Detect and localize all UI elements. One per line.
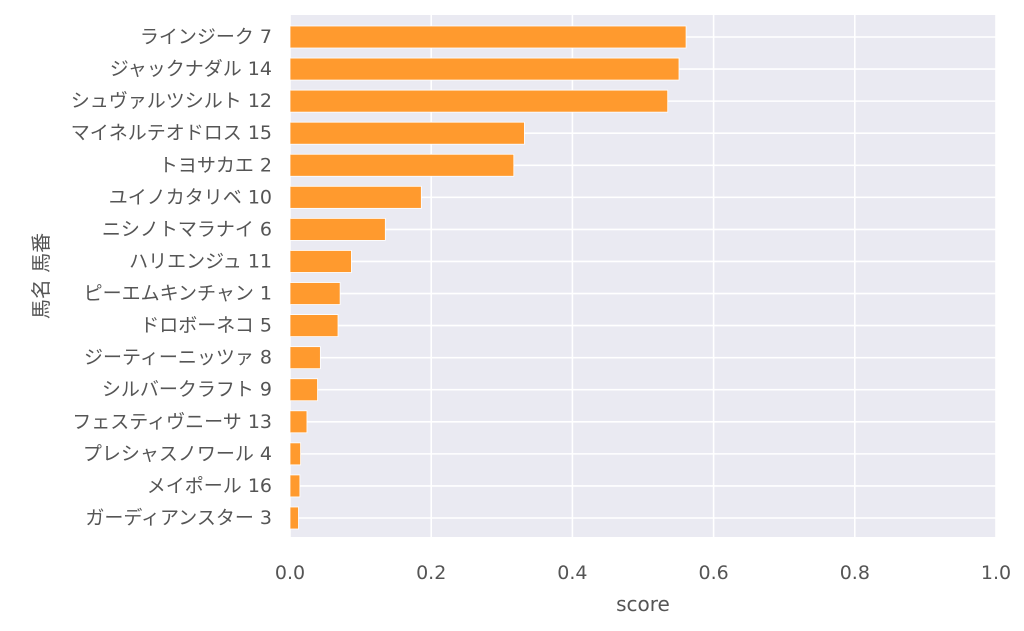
y-tick-label-5: ユイノカタリベ 10 xyxy=(109,186,272,208)
x-tick-label-4: 0.8 xyxy=(840,562,870,584)
y-tick-label-6: ニシノトマラナイ 6 xyxy=(102,218,272,240)
y-tick-label-11: シルバークラフト 9 xyxy=(102,379,272,401)
y-tick-label-2: シュヴァルツシルト 12 xyxy=(71,90,272,112)
bar-15 xyxy=(289,506,299,530)
bar-14 xyxy=(289,474,301,498)
bar-4 xyxy=(289,153,515,177)
y-tick-label-0: ラインジーク 7 xyxy=(140,26,272,48)
bar-13 xyxy=(289,442,301,466)
y-tick-label-1: ジャックナダル 14 xyxy=(110,58,272,80)
bars xyxy=(289,25,687,530)
y-tick-label-14: メイポール 16 xyxy=(147,475,272,497)
y-tick-labels: ラインジーク 7 ジャックナダル 14 シュヴァルツシルト 12 マイネルテオドロス … xyxy=(71,26,272,529)
y-tick-label-13: プレシャスノワール 4 xyxy=(83,443,272,465)
bar-9 xyxy=(289,314,339,338)
x-tick-label-3: 0.6 xyxy=(698,562,728,584)
x-tick-label-5: 1.0 xyxy=(981,562,1011,584)
bar-7 xyxy=(289,250,352,273)
y-tick-label-9: ドロボーネコ 5 xyxy=(140,315,272,337)
bar-10 xyxy=(289,346,321,370)
y-tick-label-7: ハリエンジュ 11 xyxy=(129,250,272,272)
y-tick-label-4: トヨサカエ 2 xyxy=(159,154,272,176)
bar-5 xyxy=(289,185,422,209)
bar-0 xyxy=(289,25,687,49)
x-tick-label-2: 0.4 xyxy=(557,562,587,584)
y-tick-label-8: ピーエムキンチャン 1 xyxy=(84,283,272,305)
bar-1 xyxy=(289,57,680,81)
bar-11 xyxy=(289,378,318,402)
x-axis-label: score xyxy=(616,592,670,616)
y-tick-label-15: ガーディアンスター 3 xyxy=(85,507,272,529)
bar-8 xyxy=(289,282,341,305)
bar-6 xyxy=(289,217,386,241)
bar-2 xyxy=(289,89,669,113)
bar-3 xyxy=(289,121,525,145)
x-tick-label-0: 0.0 xyxy=(275,562,305,584)
y-tick-label-10: ジーティーニッツァ 8 xyxy=(84,347,272,369)
x-tick-label-1: 0.2 xyxy=(416,562,446,584)
y-axis-label: 馬名 馬番 xyxy=(29,233,53,319)
x-tick-labels: 0.0 0.2 0.4 0.6 0.8 1.0 xyxy=(275,562,1011,584)
bar-12 xyxy=(289,410,308,434)
y-tick-label-12: フェスティヴニーサ 13 xyxy=(72,411,272,433)
y-tick-label-3: マイネルテオドロス 15 xyxy=(71,122,272,144)
